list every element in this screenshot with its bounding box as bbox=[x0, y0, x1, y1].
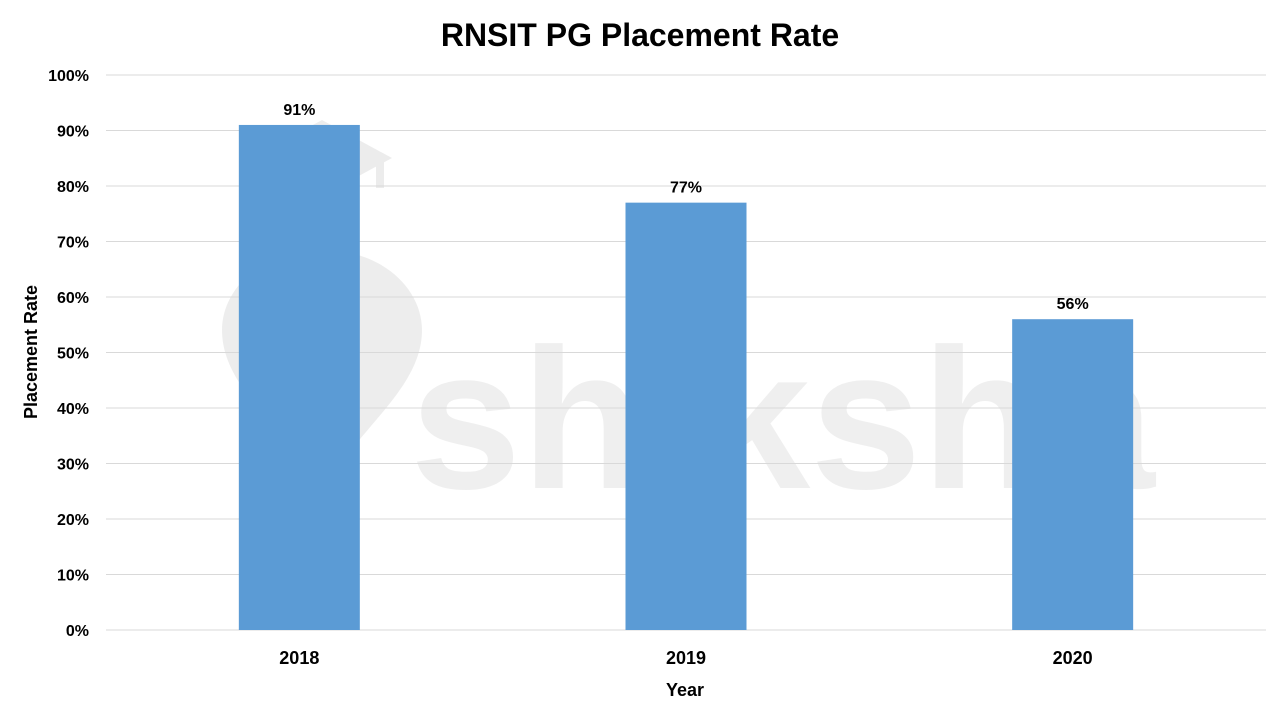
data-label-2019: 77% bbox=[670, 180, 702, 197]
y-tick-label: 20% bbox=[57, 512, 89, 529]
y-tick-label: 70% bbox=[57, 235, 89, 252]
bar-2018 bbox=[238, 124, 360, 630]
chart-title: RNSIT PG Placement Rate bbox=[441, 17, 839, 53]
y-tick-label: 50% bbox=[57, 346, 89, 363]
data-label-2018: 91% bbox=[283, 102, 315, 119]
y-tick-label: 40% bbox=[57, 401, 89, 418]
x-axis-title: Year bbox=[666, 680, 704, 700]
y-tick-label: 60% bbox=[57, 290, 89, 307]
bar-2020 bbox=[1012, 319, 1134, 630]
y-tick-label: 30% bbox=[57, 457, 89, 474]
y-tick-label: 90% bbox=[57, 124, 89, 141]
x-tick-label: 2020 bbox=[1053, 648, 1093, 668]
bars bbox=[238, 124, 1134, 630]
x-tick-label: 2018 bbox=[279, 648, 319, 668]
y-axis-title: Placement Rate bbox=[21, 285, 41, 419]
data-labels: 91% 77% 56% bbox=[283, 102, 1088, 313]
y-tick-label: 10% bbox=[57, 568, 89, 585]
x-tick-label: 2019 bbox=[666, 648, 706, 668]
y-tick-label: 0% bbox=[66, 623, 89, 640]
data-label-2020: 56% bbox=[1057, 296, 1089, 313]
bar-2019 bbox=[625, 202, 747, 630]
y-tick-label: 80% bbox=[57, 179, 89, 196]
x-axis-ticks: 2018 2019 2020 bbox=[279, 648, 1092, 668]
y-tick-label: 100% bbox=[48, 68, 89, 85]
y-axis-ticks: 0% 10% 20% 30% 40% 50% 60% 70% 80% 90% 100% bbox=[48, 68, 89, 640]
